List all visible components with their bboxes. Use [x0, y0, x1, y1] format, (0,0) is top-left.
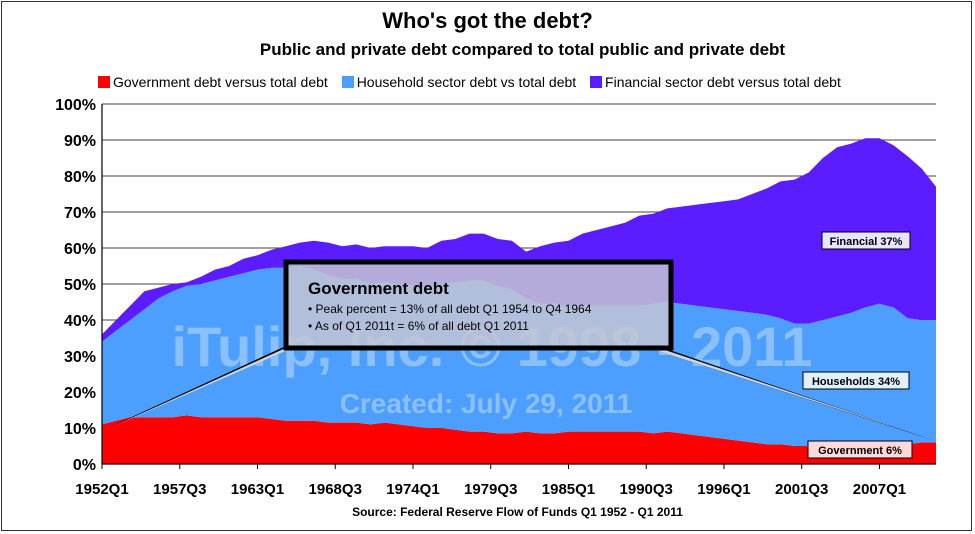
government-label: Government 6%: [818, 445, 902, 457]
y-tick-label-5: 50%: [64, 277, 96, 294]
y-tick-label-8: 80%: [64, 169, 96, 186]
y-tick-label-1: 10%: [64, 421, 96, 438]
households-label: Households 34%: [812, 376, 900, 388]
series-labels: Financial 37% Households 34% Government …: [802, 231, 913, 459]
area-series-0: [102, 415, 936, 464]
x-tick-label-2: 1963Q1: [231, 481, 284, 498]
legend-label-government: Government debt versus total debt: [113, 74, 328, 90]
legend-item-government: Government debt versus total debt: [98, 74, 328, 90]
x-tick-label-0: 1952Q1: [75, 481, 128, 498]
callout-box: [283, 259, 674, 351]
chart-title: Who's got the debt?: [382, 8, 593, 33]
legend-swatch-financial: [590, 76, 603, 88]
x-tick-label-6: 1985Q1: [542, 481, 595, 498]
legend-label-household: Household sector debt vs total debt: [356, 74, 577, 90]
legend-label-financial: Financial sector debt versus total debt: [605, 74, 841, 90]
chart-source: Source: Federal Reserve Flow of Funds Q1…: [352, 505, 683, 519]
callout-pointer-left-fill: [112, 346, 290, 427]
x-tick-label-4: 1974Q1: [386, 481, 439, 498]
legend-item-financial: Financial sector debt versus total debt: [590, 74, 841, 90]
x-tick-label-10: 2007Q1: [853, 481, 906, 498]
households-label-box: [802, 371, 910, 390]
x-tick-label-3: 1968Q3: [309, 481, 362, 498]
x-tick-label-7: 1990Q3: [620, 481, 673, 498]
legend: Government debt versus total debt Househ…: [98, 74, 851, 91]
x-tick-label-9: 2001Q3: [775, 481, 828, 498]
callout-pointer-right-fill: [653, 346, 928, 438]
legend-item-household: Household sector debt vs total debt: [341, 74, 577, 90]
callout-pointer-left: [108, 345, 288, 428]
callout-line1: • Peak percent = 13% of all debt Q1 1954…: [308, 302, 592, 316]
area-series-2: [102, 138, 936, 342]
callout-pointer-right: [655, 345, 933, 440]
y-tick-label-0: 0%: [73, 457, 96, 474]
callout: Government debt • Peak percent = 13% of …: [108, 259, 933, 440]
financial-label-box: [821, 231, 911, 250]
callout-title: Government debt: [308, 279, 449, 298]
government-label-box: [807, 440, 913, 459]
area-series: [102, 138, 936, 464]
y-tick-label-10: 100%: [55, 97, 96, 114]
axes: 0% 10% 20% 30% 40% 50% 60% 70% 80% 90% 100% 1952Q1 1…: [55, 97, 936, 498]
financial-label: Financial 37%: [830, 236, 903, 248]
legend-swatch-household: [341, 76, 354, 88]
x-tick-label-1: 1957Q3: [153, 481, 206, 498]
y-tick-label-9: 90%: [64, 133, 96, 150]
legend-swatch-government: [98, 76, 110, 88]
y-tick-label-7: 70%: [64, 205, 96, 222]
x-tick-label-8: 1996Q1: [697, 481, 750, 498]
watermark-line2: Created: July 29, 2011: [340, 388, 633, 419]
y-tick-label-3: 30%: [64, 349, 96, 366]
y-tick-label-6: 60%: [64, 241, 96, 258]
chart-subtitle: Public and private debt compared to tota…: [259, 40, 786, 59]
callout-line2: • As of Q1 2011t = 6% of all debt Q1 201…: [308, 319, 529, 333]
x-tick-label-5: 1979Q3: [464, 481, 517, 498]
y-tick-label-2: 20%: [64, 385, 96, 402]
y-tick-label-4: 40%: [64, 313, 96, 330]
